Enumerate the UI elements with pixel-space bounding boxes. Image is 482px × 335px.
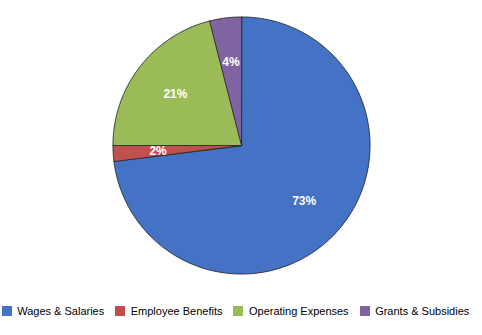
svg-text:73%: 73% xyxy=(292,194,316,208)
html-text:Employee Benefits: Employee Benefits xyxy=(130,304,223,317)
svg-text:2%: 2% xyxy=(149,144,167,158)
html-text:Wages & Salaries: Wages & Salaries xyxy=(17,304,105,317)
html-text:Grants & Subsidies: Grants & Subsidies xyxy=(375,304,470,317)
html-text:Operating Expenses: Operating Expenses xyxy=(249,304,349,317)
svg-text:4%: 4% xyxy=(222,55,240,69)
svg-text:21%: 21% xyxy=(163,87,187,101)
